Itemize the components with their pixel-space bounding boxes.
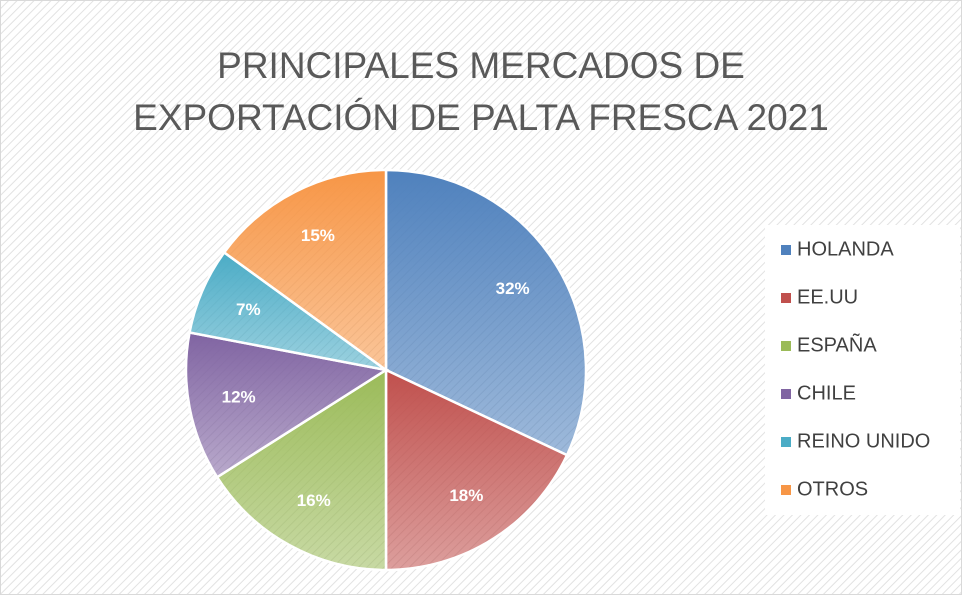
pie-slice xyxy=(184,331,390,479)
legend-label: HOLANDA xyxy=(797,238,894,260)
legend-box xyxy=(765,225,960,515)
pie-slice xyxy=(215,367,388,572)
legend-swatch xyxy=(781,437,791,447)
legend-label: REINO UNIDO xyxy=(797,430,930,452)
legend-swatch xyxy=(781,485,791,495)
data-label: 16% xyxy=(297,491,331,510)
data-label: 15% xyxy=(301,226,335,245)
legend-label: OTROS xyxy=(797,478,868,500)
pie-slice xyxy=(222,168,388,373)
legend-swatch xyxy=(781,293,791,303)
pie-slice xyxy=(384,168,588,457)
pie-slice xyxy=(384,368,569,572)
data-label: 7% xyxy=(236,300,261,319)
legend-swatch xyxy=(781,245,791,255)
legend-label: EE.UU xyxy=(797,286,858,308)
data-label: 12% xyxy=(222,388,256,407)
legend-swatch xyxy=(781,341,791,351)
legend-label: ESPAÑA xyxy=(797,332,877,356)
chart-title: PRINCIPALES MERCADOS DE EXPORTACIÓN DE P… xyxy=(133,45,829,138)
data-label: 32% xyxy=(496,279,530,298)
legend-swatch xyxy=(781,389,791,399)
legend-label: CHILE xyxy=(797,382,856,404)
data-label: 18% xyxy=(449,486,483,505)
